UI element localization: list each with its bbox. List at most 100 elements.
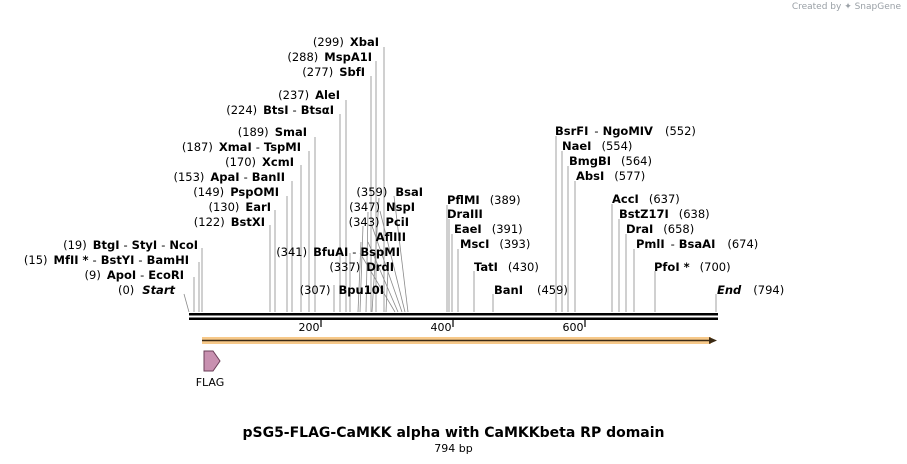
site-label[interactable]: AbsI (577) [576, 169, 645, 183]
site-enzyme: ApoI [107, 268, 136, 282]
site-enzyme: Bpu10I [339, 283, 384, 297]
site-position: (170) [225, 155, 256, 169]
site-label[interactable]: (343) PciI [349, 215, 409, 229]
site-label[interactable]: (359) BsaI [356, 185, 423, 199]
feature-label: FLAG [196, 376, 225, 389]
site-label[interactable]: EaeI (391) [454, 222, 523, 236]
site-position: (638) [679, 207, 710, 221]
site-enzyme[interactable]: AflIII [376, 230, 406, 244]
site-enzyme: NaeI [562, 139, 591, 153]
site-enzyme: TspMI [264, 140, 301, 154]
site-enzyme: BsrFI [555, 124, 588, 138]
site-enzyme: MspA1I [324, 50, 372, 64]
site-label[interactable]: NaeI (554) [562, 139, 632, 153]
site-label[interactable]: (224) BtsI - BtsαI [226, 103, 334, 117]
map-title: pSG5-FLAG-CaMKK alpha with CaMKKbeta RP … [242, 425, 665, 441]
site-label[interactable]: BmgBI (564) [569, 154, 652, 168]
site-position: (153) [173, 170, 204, 184]
site-leader-lines [183, 47, 717, 313]
site-position: (658) [663, 222, 694, 236]
flag-feature[interactable]: FLAG [196, 350, 225, 389]
site-label[interactable]: (277) SbfI [302, 65, 365, 79]
site-label[interactable]: BstZ17I (638) [619, 207, 710, 221]
site-label[interactable]: TatI (430) [474, 260, 539, 274]
site-label[interactable]: (9) ApoI - EcoRI [85, 268, 184, 282]
site-enzyme: End [717, 283, 742, 297]
site-enzyme: ApaI [210, 170, 239, 184]
site-position: (343) [349, 215, 380, 229]
site-position: (459) [537, 283, 568, 297]
site-label[interactable]: BanI (459) [494, 283, 568, 297]
site-enzyme: AccI [612, 192, 639, 206]
site-position: (224) [226, 103, 257, 117]
site-enzyme: EarI [245, 200, 271, 214]
site-label[interactable]: PfoI * (700) [654, 260, 731, 274]
site-label-end[interactable]: End (794) [717, 283, 784, 297]
site-label[interactable]: DraI (658) [626, 222, 694, 236]
site-position: (347) [349, 200, 380, 214]
site-label[interactable]: (299) XbaI [313, 35, 379, 49]
site-enzyme: AbsI [576, 169, 604, 183]
site-enzyme: NspI [386, 200, 415, 214]
site-position: (277) [302, 65, 333, 79]
site-label[interactable]: (307) Bpu10I [300, 283, 384, 297]
site-label[interactable]: (341) BfuAI - BspMI [276, 245, 400, 259]
site-position: (337) [329, 260, 360, 274]
site-label[interactable]: AccI (637) [612, 192, 680, 206]
orf-arrow[interactable] [202, 337, 717, 344]
site-label[interactable]: (19) BtgI - StyI - NcoI [63, 238, 198, 252]
site-position: (187) [182, 140, 213, 154]
site-enzyme: BstZ17I [619, 207, 669, 221]
site-position: (130) [208, 200, 239, 214]
site-label[interactable]: (187) XmaI - TspMI [182, 140, 301, 154]
site-label[interactable]: (153) ApaI - BanII [173, 170, 285, 184]
site-label[interactable]: (347) NspI [349, 200, 415, 214]
ruler-tick-label: 400 [431, 321, 452, 334]
site-enzyme: BanI [494, 283, 523, 297]
site-label[interactable]: (288) MspA1I [287, 50, 372, 64]
site-enzyme: EaeI [454, 222, 482, 236]
site-position: (554) [601, 139, 632, 153]
site-enzyme: BstYI [101, 253, 135, 267]
site-label[interactable]: (237) AleI [278, 88, 340, 102]
site-position: (19) [63, 238, 87, 252]
site-enzyme[interactable]: DraIII [447, 207, 483, 221]
site-label[interactable]: (170) XcmI [225, 155, 294, 169]
site-position: (389) [490, 193, 521, 207]
site-label[interactable]: (130) EarI [208, 200, 271, 214]
site-position: (15) [24, 253, 48, 267]
site-enzyme: PmlI [636, 237, 665, 251]
site-enzyme: BamHI [147, 253, 189, 267]
site-position: (637) [649, 192, 680, 206]
site-label[interactable]: (122) BstXI [194, 215, 265, 229]
site-enzyme: SmaI [275, 125, 307, 139]
site-position: (359) [356, 185, 387, 199]
site-enzyme: DrdI [366, 260, 394, 274]
site-label[interactable]: (15) MfII * - BstYI - BamHI [24, 253, 189, 267]
site-label[interactable]: BsrFI - NgoMIV (552) [555, 124, 696, 138]
site-label[interactable]: (149) PspOMI [193, 185, 279, 199]
site-label[interactable]: PmlI - BsaAI (674) [636, 237, 758, 251]
site-enzyme: AleI [315, 88, 340, 102]
site-position: (577) [614, 169, 645, 183]
site-position: (430) [508, 260, 539, 274]
ruler: 200 400 600 [299, 320, 586, 334]
site-label-start[interactable]: (0) Start [118, 283, 176, 297]
site-enzyme: NcoI [169, 238, 198, 252]
snapgene-credit: Created by ✦ SnapGene [791, 2, 901, 12]
site-label[interactable]: MscI (393) [460, 237, 530, 251]
site-position: (149) [193, 185, 224, 199]
site-position: (307) [300, 283, 331, 297]
site-enzyme: BtsI [263, 103, 288, 117]
site-enzyme: XbaI [350, 35, 379, 49]
site-enzyme: SbfI [339, 65, 365, 79]
site-position: (700) [700, 260, 731, 274]
site-enzyme: NgoMIV [603, 124, 653, 138]
site-position: (564) [621, 154, 652, 168]
site-enzyme: StyI [132, 238, 158, 252]
site-label[interactable]: PflMI (389) [447, 193, 521, 207]
site-label[interactable]: (189) SmaI [238, 125, 307, 139]
site-label[interactable]: (337) DrdI [329, 260, 394, 274]
site-enzyme: XcmI [262, 155, 294, 169]
